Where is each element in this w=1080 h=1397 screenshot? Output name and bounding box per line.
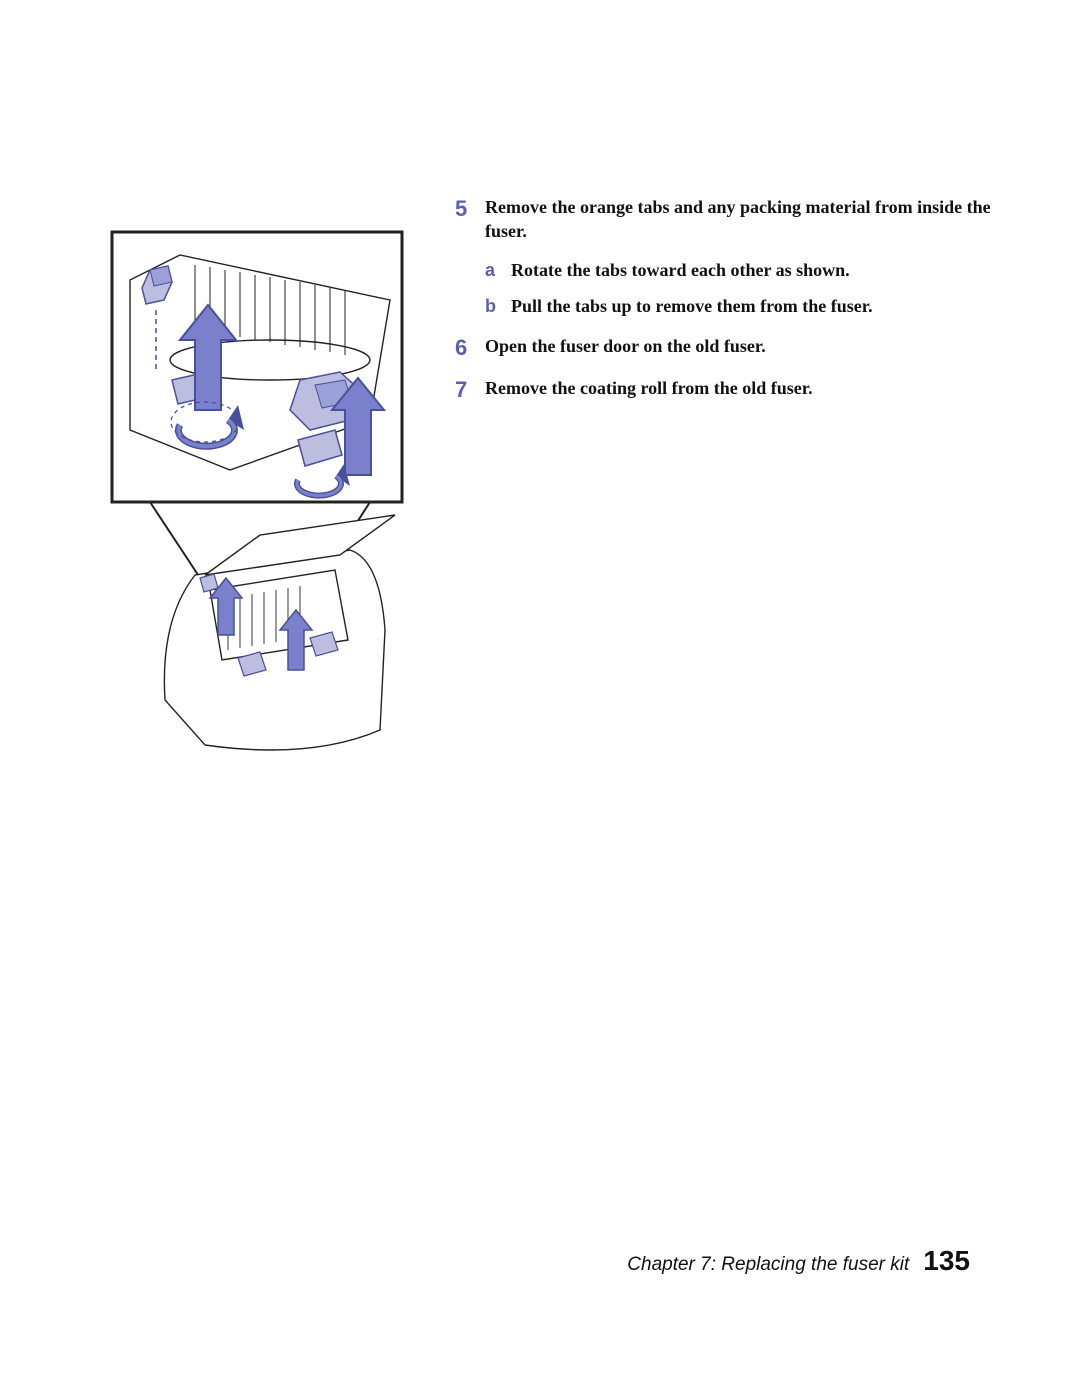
substep-5a: a Rotate the tabs toward each other as s… [485,258,995,282]
step-text: Open the fuser door on the old fuser. [485,334,766,358]
manual-page: 5 Remove the orange tabs and any packing… [0,0,1080,1397]
step-text: Remove the orange tabs and any packing m… [485,195,995,244]
page-footer: Chapter 7: Replacing the fuser kit 135 [627,1245,970,1277]
fuser-illustration [110,230,440,760]
substep-letter: a [485,258,505,282]
step-number: 7 [455,376,479,404]
substep-text: Rotate the tabs toward each other as sho… [511,258,850,282]
step-7: 7 Remove the coating roll from the old f… [455,376,995,404]
page-number: 135 [923,1245,970,1277]
step-5-substeps: a Rotate the tabs toward each other as s… [485,258,995,319]
instruction-list: 5 Remove the orange tabs and any packing… [455,195,995,417]
step-text: Remove the coating roll from the old fus… [485,376,813,400]
step-5: 5 Remove the orange tabs and any packing… [455,195,995,244]
chapter-label: Chapter 7: Replacing the fuser kit [627,1254,909,1276]
substep-5b: b Pull the tabs up to remove them from t… [485,294,995,318]
step-number: 5 [455,195,479,223]
substep-text: Pull the tabs up to remove them from the… [511,294,873,318]
step-number: 6 [455,334,479,362]
step-6: 6 Open the fuser door on the old fuser. [455,334,995,362]
substep-letter: b [485,294,505,318]
